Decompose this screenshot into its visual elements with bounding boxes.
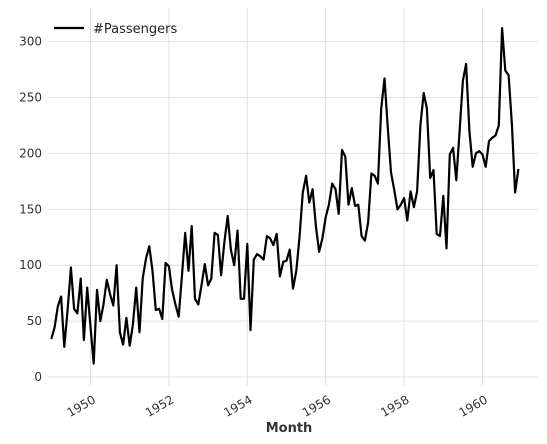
y-tick-label: 150 — [19, 202, 42, 216]
x-tick-label: 1950 — [65, 392, 98, 419]
y-tick-label: 100 — [19, 258, 42, 272]
series-line-passengers — [50, 27, 520, 365]
y-tick-label: 50 — [27, 314, 42, 328]
legend: #Passengers — [54, 22, 177, 37]
x-tick-label: 1954 — [221, 392, 254, 419]
y-tick-label: 250 — [19, 90, 42, 104]
x-tick-label: 1956 — [300, 392, 333, 419]
x-tick-label: 1960 — [457, 392, 490, 419]
grid-lines — [48, 8, 538, 386]
plot-area — [50, 27, 520, 365]
x-tick-label: 1958 — [378, 392, 411, 419]
y-tick-label: 200 — [19, 146, 42, 160]
y-tick-label: 0 — [34, 370, 42, 384]
legend-label-passengers: #Passengers — [93, 22, 177, 37]
x-axis-title: Month — [266, 421, 313, 436]
x-axis-ticks: 1950 1952 1954 1956 1958 1960 — [65, 392, 490, 419]
x-tick-label: 1952 — [143, 392, 176, 419]
y-tick-label: 300 — [19, 35, 42, 49]
y-axis-ticks: 0 50 100 150 200 250 300 — [19, 35, 42, 385]
